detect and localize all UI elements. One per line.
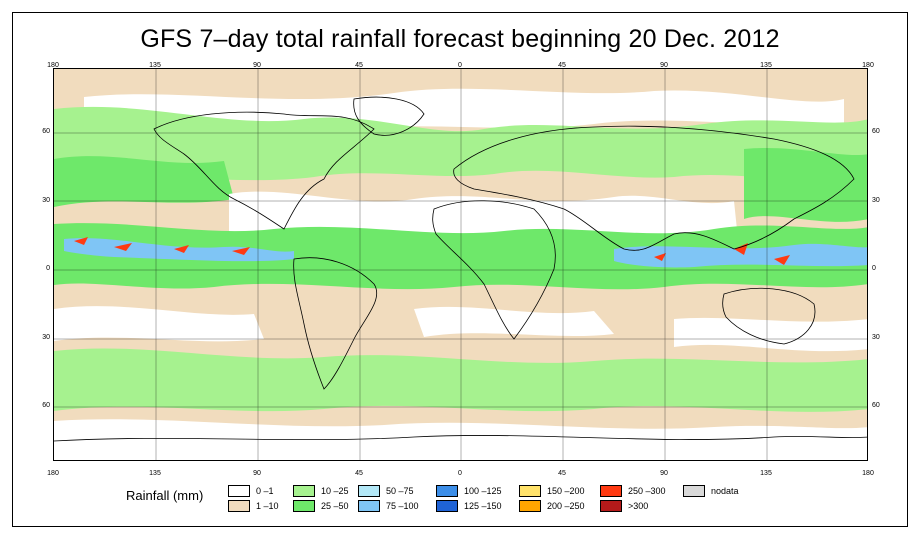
coastline-australia <box>722 287 816 345</box>
x-tick-bottom: 90 <box>660 470 668 477</box>
legend-title: Rainfall (mm) <box>126 488 204 503</box>
legend-swatch-75-100 <box>358 500 380 512</box>
rainfall-map-canvas <box>54 69 867 460</box>
y-tick-right: 30 <box>872 334 880 341</box>
y-tick-right: 60 <box>872 402 880 409</box>
legend-swatch-250-300 <box>600 485 622 497</box>
y-tick-left: 30 <box>42 197 50 204</box>
legend-swatch-50-75 <box>358 485 380 497</box>
x-tick-top: 90 <box>253 62 261 69</box>
rainfall-fields <box>54 88 867 460</box>
legend-label: 0 –1 <box>256 486 274 496</box>
x-tick-bottom: 180 <box>862 470 874 477</box>
legend-label: 250 –300 <box>628 486 666 496</box>
legend-swatch-25-50 <box>293 500 315 512</box>
figure-frame <box>12 12 908 527</box>
x-tick-top: 45 <box>355 62 363 69</box>
antarctic-dry <box>54 419 867 460</box>
x-tick-top: 180 <box>862 62 874 69</box>
y-tick-left: 60 <box>42 402 50 409</box>
x-tick-bottom: 135 <box>760 470 772 477</box>
coastlines <box>54 96 867 442</box>
legend-label: 100 –125 <box>464 486 502 496</box>
x-tick-bottom: 0 <box>458 470 462 477</box>
legend-swatch-125-150 <box>436 500 458 512</box>
coastline-north-america <box>153 111 375 230</box>
y-tick-left: 60 <box>42 128 50 135</box>
legend-label: 1 –10 <box>256 501 279 511</box>
y-tick-left: 30 <box>42 334 50 341</box>
coastline-eurasia <box>453 125 855 251</box>
southern-subtropics-dry <box>54 306 867 352</box>
legend-swatch-100-125 <box>436 485 458 497</box>
legend-swatch-nodata <box>683 485 705 497</box>
legend-swatch-1-10 <box>228 500 250 512</box>
y-tick-right: 0 <box>872 265 876 272</box>
legend-label: 125 –150 <box>464 501 502 511</box>
y-tick-right: 60 <box>872 128 880 135</box>
y-tick-right: 30 <box>872 197 880 204</box>
legend-swatch-150-200 <box>519 485 541 497</box>
legend-label: nodata <box>711 486 739 496</box>
x-tick-top: 135 <box>760 62 772 69</box>
x-tick-bottom: 90 <box>253 470 261 477</box>
legend-label: 150 –200 <box>547 486 585 496</box>
legend-swatch-200-250 <box>519 500 541 512</box>
legend-label: 10 –25 <box>321 486 349 496</box>
coastline-antarctica <box>54 435 867 442</box>
legend-label: 200 –250 <box>547 501 585 511</box>
x-tick-top: 45 <box>558 62 566 69</box>
legend-label: 50 –75 <box>386 486 414 496</box>
itcz-heavy-band <box>64 238 867 268</box>
x-tick-top: 0 <box>458 62 462 69</box>
legend-label: 25 –50 <box>321 501 349 511</box>
legend-swatch-10-25 <box>293 485 315 497</box>
north-storm-track <box>54 107 867 182</box>
coastline-africa <box>432 200 556 340</box>
legend-label: 75 –100 <box>386 501 419 511</box>
coastline-greenland <box>353 96 425 136</box>
x-tick-top: 180 <box>47 62 59 69</box>
x-tick-top: 135 <box>149 62 161 69</box>
north-pacific-moist <box>54 147 867 222</box>
map-title: GFS 7–day total rainfall forecast beginn… <box>140 25 780 53</box>
x-tick-bottom: 180 <box>47 470 59 477</box>
legend-label: >300 <box>628 501 649 511</box>
x-tick-top: 90 <box>660 62 668 69</box>
rainfall-map <box>53 68 868 461</box>
x-tick-bottom: 45 <box>558 470 566 477</box>
coastline-south-america <box>293 257 378 390</box>
southern-storm-track <box>54 348 867 412</box>
x-tick-bottom: 45 <box>355 470 363 477</box>
legend-swatch-0-1 <box>228 485 250 497</box>
y-tick-left: 0 <box>46 265 50 272</box>
graticule <box>54 69 867 460</box>
legend-swatch-gt-300 <box>600 500 622 512</box>
x-tick-bottom: 135 <box>149 470 161 477</box>
